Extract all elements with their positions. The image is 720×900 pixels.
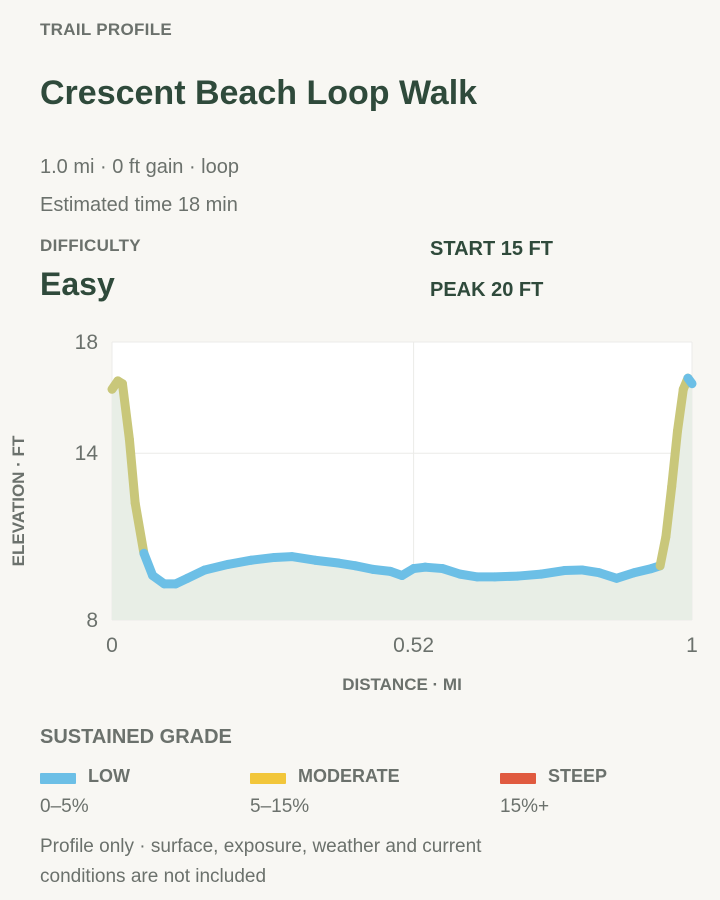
legend-name-steep: STEEP: [548, 766, 608, 786]
legend-swatch-moderate: [250, 773, 286, 784]
legend-swatch-low: [40, 773, 76, 784]
x-tick-label: 1: [686, 634, 698, 657]
legend-range-steep: 15%+: [500, 796, 550, 817]
elevation-segment-low: [683, 373, 697, 389]
difficulty-label: DIFFICULTY: [40, 236, 141, 255]
eyebrow-label: TRAIL PROFILE: [40, 20, 173, 39]
trail-title: Crescent Beach Loop Walk: [40, 74, 478, 112]
elevation-segment-moderate: [117, 379, 134, 444]
legend-title: SUSTAINED GRADE: [40, 726, 232, 748]
elevation-segment-moderate: [667, 426, 682, 492]
y-tick-label: 14: [75, 442, 99, 465]
legend-range-low: 0–5%: [40, 796, 89, 817]
peak-elevation: PEAK 20 FT: [430, 279, 544, 301]
legend-range-moderate: 5–15%: [250, 796, 310, 817]
elevation-segment-moderate: [673, 384, 688, 436]
elevation-segment-moderate: [130, 498, 149, 558]
footnote: Profile only · surface, exposure, weathe…: [40, 836, 482, 887]
elevation-segment-moderate: [655, 532, 671, 571]
y-tick-labels: 8 14 18: [75, 331, 99, 632]
elevation-chart: 8 14 18 0 0.52 1 ELEVATION · FT DISTANCE · M…: [9, 331, 698, 694]
x-tick-labels: 0 0.52 1: [106, 634, 698, 657]
x-tick-label: 0.52: [393, 634, 434, 657]
legend-name-low: LOW: [88, 766, 130, 786]
difficulty-value: Easy: [40, 266, 115, 302]
y-tick-label: 8: [86, 609, 98, 632]
elevation-segment-moderate: [661, 482, 677, 542]
elevation-line: [107, 373, 697, 589]
x-axis-label: DISTANCE · MI: [342, 675, 462, 694]
elevation-segment-moderate: [124, 434, 140, 508]
legend-name-moderate: MODERATE: [298, 766, 400, 786]
y-tick-label: 18: [75, 331, 98, 354]
legend-swatch-steep: [500, 773, 536, 784]
trail-summary: 1.0 mi · 0 ft gain · loop: [40, 156, 239, 178]
y-axis-label: ELEVATION · FT: [9, 435, 28, 566]
start-elevation: START 15 FT: [430, 238, 553, 260]
estimated-time: Estimated time 18 min: [40, 194, 238, 216]
x-tick-label: 0: [106, 634, 118, 657]
